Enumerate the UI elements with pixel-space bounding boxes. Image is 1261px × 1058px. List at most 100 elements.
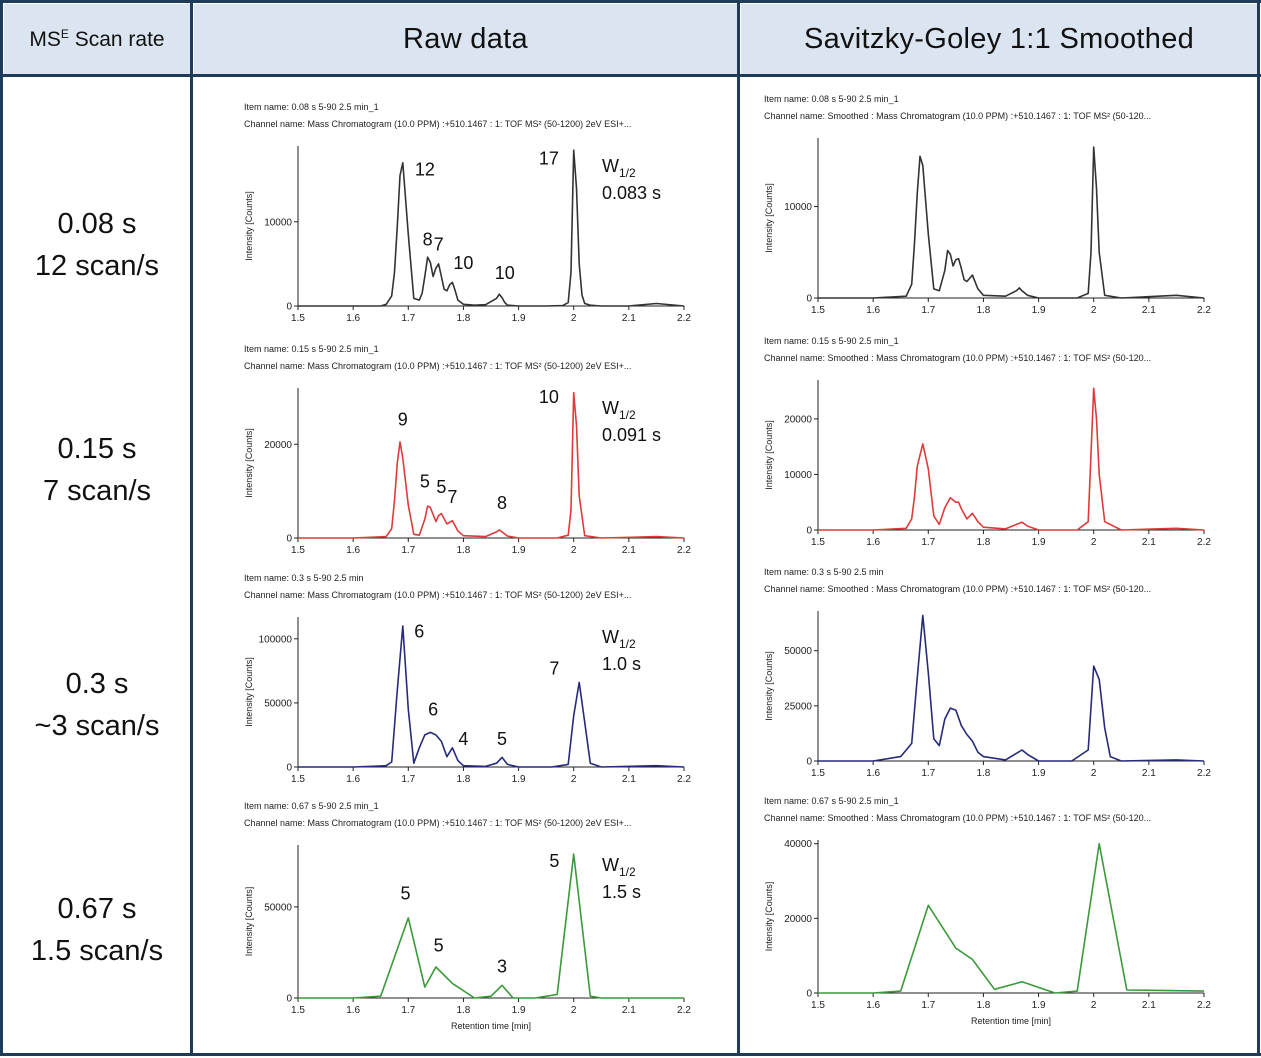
channel-name: Channel name: Smoothed : Mass Chromatogr… bbox=[764, 584, 1151, 594]
x-tick-label: 1.5 bbox=[811, 1000, 825, 1011]
raw-chromatogram-0.67s: Item name: 0.67 s 5-90 2.5 min_1 Channel … bbox=[244, 801, 691, 1031]
peak-points-label: 9 bbox=[398, 410, 408, 430]
x-tick-label: 1.8 bbox=[976, 305, 990, 316]
x-tick-label: 1.7 bbox=[921, 537, 935, 548]
peak-points-label: 5 bbox=[497, 729, 507, 749]
table-border-right bbox=[1257, 0, 1260, 1056]
peak-points-label: 17 bbox=[539, 149, 559, 169]
channel-name: Channel name: Mass Chromatogram (10.0 PP… bbox=[244, 119, 631, 129]
header-scan-sup: E bbox=[60, 26, 69, 41]
y-tick-label: 10000 bbox=[264, 217, 292, 228]
x-tick-label: 1.8 bbox=[976, 1000, 990, 1011]
x-tick-label: 1.9 bbox=[1032, 537, 1046, 548]
table-border-top bbox=[0, 0, 1261, 3]
peak-points-label: 7 bbox=[434, 234, 444, 254]
x-tick-label: 1.9 bbox=[1032, 768, 1046, 779]
raw-chromatogram-0.15s: Item name: 0.15 s 5-90 2.5 min_1 Channel … bbox=[244, 344, 691, 556]
x-tick-label: 2 bbox=[571, 774, 577, 785]
y-tick-label: 0 bbox=[806, 526, 812, 537]
item-name: Item name: 0.67 s 5-90 2.5 min_1 bbox=[244, 801, 379, 811]
x-tick-label: 1.7 bbox=[401, 545, 415, 556]
x-tick-label: 2.1 bbox=[1142, 537, 1156, 548]
y-tick-label: 0 bbox=[806, 757, 812, 768]
x-tick-label: 2.1 bbox=[1142, 305, 1156, 316]
y-tick-label: 0 bbox=[806, 989, 812, 1000]
table-border-left bbox=[0, 0, 3, 1056]
x-tick-label: 2.2 bbox=[1197, 768, 1211, 779]
x-tick-label: 1.7 bbox=[401, 313, 415, 324]
header-raw: Raw data bbox=[194, 4, 737, 74]
half-width-label: W1/2 bbox=[602, 156, 636, 180]
y-tick-label: 100000 bbox=[259, 634, 293, 645]
x-tick-label: 2.2 bbox=[1197, 537, 1211, 548]
table-border-bottom bbox=[0, 1053, 1261, 1056]
x-tick-label: 1.9 bbox=[512, 313, 526, 324]
y-tick-label: 40000 bbox=[784, 839, 812, 850]
peak-points-label: 12 bbox=[415, 159, 435, 179]
item-name: Item name: 0.08 s 5-90 2.5 min_1 bbox=[244, 102, 379, 112]
x-tick-label: 1.5 bbox=[291, 545, 305, 556]
row-scan-time: 0.08 s bbox=[57, 208, 137, 240]
x-tick-label: 1.6 bbox=[346, 1005, 360, 1016]
half-width-subscript: 1/2 bbox=[619, 166, 636, 180]
x-tick-label: 2.1 bbox=[1142, 1000, 1156, 1011]
channel-name: Channel name: Mass Chromatogram (10.0 PP… bbox=[244, 590, 631, 600]
header-scan-ms: MS bbox=[29, 27, 61, 51]
y-tick-label: 20000 bbox=[784, 414, 812, 425]
x-tick-label: 2.2 bbox=[677, 545, 691, 556]
y-tick-label: 0 bbox=[806, 294, 812, 305]
y-tick-label: 10000 bbox=[784, 470, 812, 481]
column-divider-1 bbox=[190, 0, 193, 1056]
item-name: Item name: 0.15 s 5-90 2.5 min_1 bbox=[764, 336, 899, 346]
x-axis-label: Retention time [min] bbox=[971, 1016, 1051, 1026]
row-label-0: 0.08 s 12 scan/s bbox=[4, 195, 190, 295]
x-tick-label: 1.7 bbox=[921, 768, 935, 779]
y-axis-label: Intensity [Counts] bbox=[244, 657, 254, 727]
chromatogram-trace bbox=[298, 149, 685, 307]
channel-name: Channel name: Smoothed : Mass Chromatogr… bbox=[764, 353, 1151, 363]
x-tick-label: 1.6 bbox=[346, 313, 360, 324]
y-tick-label: 20000 bbox=[264, 440, 292, 451]
x-tick-label: 1.8 bbox=[456, 774, 470, 785]
x-tick-label: 1.9 bbox=[512, 1005, 526, 1016]
x-tick-label: 1.7 bbox=[401, 774, 415, 785]
chromatogram-trace bbox=[818, 842, 1205, 994]
y-tick-label: 0 bbox=[286, 763, 292, 774]
row-scan-rate: 7 scan/s bbox=[43, 475, 151, 507]
y-axis-label: Intensity [Counts] bbox=[244, 428, 254, 498]
y-tick-label: 50000 bbox=[264, 902, 292, 913]
y-tick-label: 0 bbox=[286, 534, 292, 545]
half-width-value: 1.0 s bbox=[602, 654, 641, 674]
x-tick-label: 2 bbox=[571, 1005, 577, 1016]
x-tick-label: 1.7 bbox=[921, 1000, 935, 1011]
half-width-label: W1/2 bbox=[602, 627, 636, 651]
half-width-value: 1.5 s bbox=[602, 882, 641, 902]
peak-points-label: 7 bbox=[549, 659, 559, 679]
header-raw-label: Raw data bbox=[403, 22, 528, 55]
peak-points-label: 7 bbox=[447, 487, 457, 507]
x-tick-label: 1.9 bbox=[1032, 305, 1046, 316]
x-tick-label: 1.5 bbox=[291, 1005, 305, 1016]
x-tick-label: 2.2 bbox=[677, 774, 691, 785]
x-tick-label: 2.1 bbox=[1142, 768, 1156, 779]
x-tick-label: 2.1 bbox=[622, 774, 636, 785]
y-tick-label: 20000 bbox=[784, 914, 812, 925]
row-scan-time: 0.15 s bbox=[57, 433, 137, 465]
row-label-1: 0.15 s 7 scan/s bbox=[4, 420, 190, 520]
x-tick-label: 1.5 bbox=[811, 537, 825, 548]
row-label-2: 0.3 s ~3 scan/s bbox=[4, 655, 190, 755]
y-axis-label: Intensity [Counts] bbox=[764, 183, 774, 253]
y-tick-label: 25000 bbox=[784, 701, 812, 712]
smoothed-chromatogram-0.67s: Item name: 0.67 s 5-90 2.5 min_1 Channel … bbox=[764, 796, 1211, 1026]
header-scan-rate: MSE Scan rate bbox=[4, 4, 190, 74]
chromatogram-trace bbox=[298, 625, 685, 768]
chromatogram-trace bbox=[818, 387, 1205, 531]
y-tick-label: 50000 bbox=[784, 646, 812, 657]
peak-points-label: 5 bbox=[420, 471, 430, 491]
half-width-subscript: 1/2 bbox=[619, 865, 636, 879]
x-tick-label: 1.6 bbox=[866, 1000, 880, 1011]
x-tick-label: 1.9 bbox=[1032, 1000, 1046, 1011]
peak-points-label: 10 bbox=[539, 387, 559, 407]
x-tick-label: 2 bbox=[571, 313, 577, 324]
